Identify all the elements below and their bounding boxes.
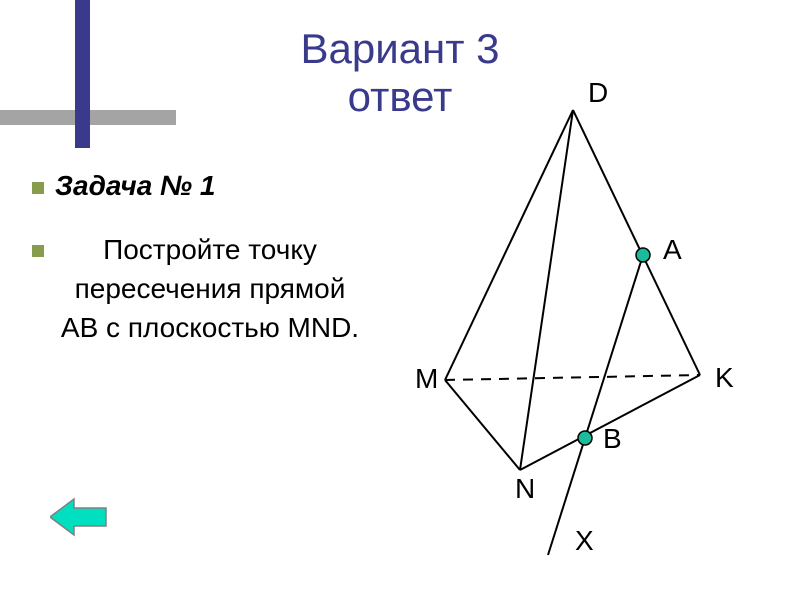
label-K: K [715,362,734,393]
label-N: N [515,473,535,504]
label-D: D [588,77,608,108]
point-A [636,248,650,262]
back-button[interactable] [50,495,110,539]
title-line-1: Вариант 3 [0,25,800,73]
line-ABX [548,255,643,555]
bullet-icon [32,182,44,194]
label-X: X [575,525,594,556]
task-heading: Задача № 1 [55,170,216,202]
bullet-icon [32,245,44,257]
task-body: Постройте точку пересечения прямой AB с … [55,230,365,348]
label-M: M [415,363,438,394]
edge-MK-dashed [445,375,700,380]
label-B: B [603,423,622,454]
tetrahedron-figure: D M N K A B X [400,75,800,600]
edge-MN [445,380,520,470]
point-B [578,431,592,445]
arrow-left-icon [50,499,106,535]
label-A: A [663,234,682,265]
